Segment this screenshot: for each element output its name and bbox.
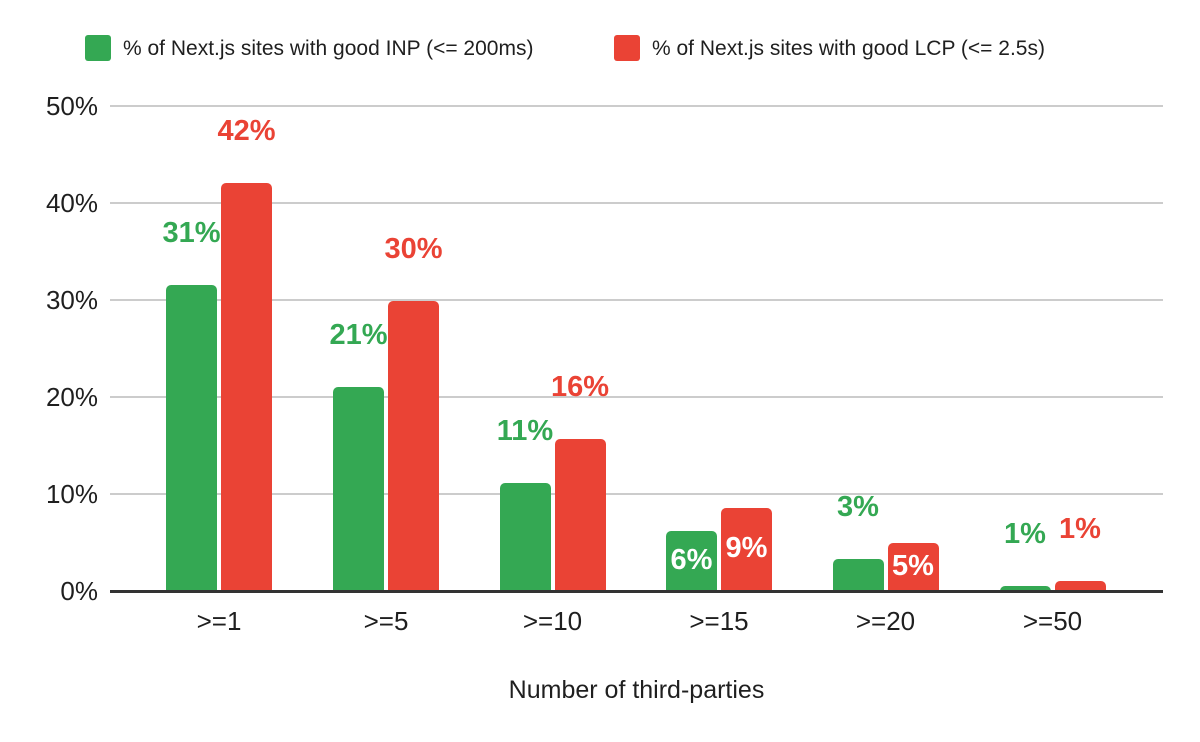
bar-lcp-4: [887, 542, 939, 591]
x-tick-label-2: >=10: [522, 606, 583, 636]
x-tick-label-3: >=15: [689, 606, 749, 636]
y-tick-label-50%: 50%: [45, 91, 98, 121]
gridline-20%: [110, 396, 1163, 398]
bar-label-lcp-1: 30%: [384, 232, 443, 265]
bar-label-lcp-0: 42%: [217, 114, 276, 147]
bar-lcp-5: [1054, 581, 1106, 591]
lcp-legend-label: % of Next.js sites with good LCP (<= 2.5…: [652, 37, 1045, 60]
bar-inp-5: [999, 586, 1051, 591]
bar-label-lcp-2: 16%: [550, 370, 610, 403]
bar-inp-3: [666, 530, 717, 591]
gridline-10%: [110, 493, 1163, 495]
gridline-30%: [110, 299, 1163, 301]
y-tick-label-20%: 20%: [45, 382, 98, 412]
x-axis-title: Number of third-parties: [508, 676, 765, 704]
bar-lcp-3: [721, 507, 772, 591]
x-tick-label-4: >=20: [855, 606, 916, 636]
y-tick-label-0%: 0%: [60, 576, 98, 606]
bar-label-inp-1: 21%: [329, 319, 388, 352]
inp-legend-label: % of Next.js sites with good INP (<= 200…: [123, 37, 534, 60]
bar-label-inp-3: 6%: [670, 543, 713, 576]
x-axis-line: [110, 590, 1163, 593]
bar-inp-0: [166, 285, 217, 591]
bar-label-inp-4: 3%: [837, 490, 879, 523]
bar-lcp-1: [388, 300, 439, 591]
x-tick-label-0: >=1: [196, 606, 242, 636]
bar-lcp-0: [221, 182, 272, 591]
bar-inp-4: [832, 558, 884, 591]
lcp-legend-swatch: [614, 35, 640, 61]
bar-label-lcp-4: 5%: [892, 549, 934, 582]
y-tick-label-30%: 30%: [45, 285, 98, 315]
y-tick-label-10%: 10%: [45, 479, 98, 509]
bar-inp-1: [333, 387, 384, 591]
x-tick-label-1: >=5: [363, 606, 409, 636]
bar-label-inp-0: 31%: [162, 217, 221, 250]
bar-label-inp-2: 11%: [496, 415, 554, 448]
gridline-50%: [110, 105, 1163, 107]
bar-label-lcp-3: 9%: [725, 532, 768, 565]
y-tick-label-40%: 40%: [45, 188, 98, 218]
gridline-40%: [110, 202, 1163, 204]
bar-inp-2: [499, 483, 551, 591]
bar-label-lcp-5: 1%: [1059, 513, 1101, 546]
x-tick-label-5: >=50: [1022, 606, 1083, 636]
bar-label-inp-5: 1%: [1004, 518, 1046, 551]
inp-legend-swatch: [85, 35, 111, 61]
bar-lcp-2: [554, 438, 606, 591]
